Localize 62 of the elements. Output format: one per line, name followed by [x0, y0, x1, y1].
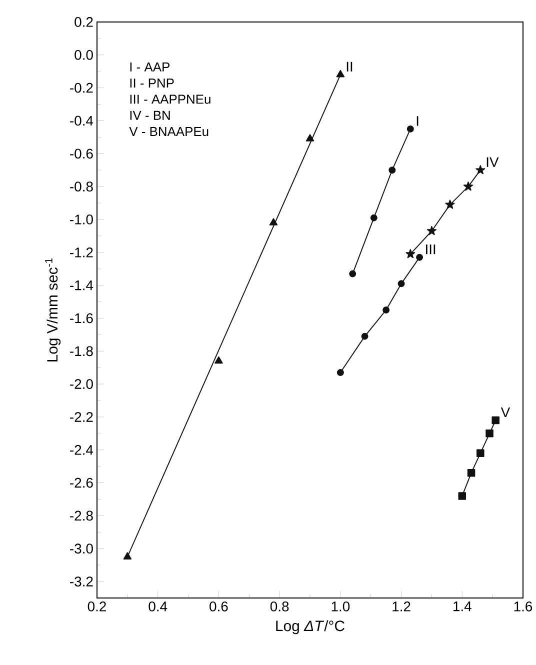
- x-tick-label: 0.6: [210, 602, 228, 612]
- y-tick-label: -2.6: [70, 478, 93, 488]
- point: [445, 200, 455, 209]
- y-tick-label: -1.6: [70, 313, 93, 324]
- y-tick-label: -0.4: [70, 116, 94, 126]
- annotation: III - AAPPNEu: [130, 94, 210, 104]
- series-label: I: [416, 116, 418, 126]
- y-tick-label: 0.2: [74, 17, 93, 27]
- point: [492, 416, 500, 424]
- y-tick-label: -2.2: [70, 412, 93, 422]
- point: [406, 125, 414, 132]
- annotation: V - BNAAPEu: [129, 127, 208, 136]
- point: [467, 469, 476, 477]
- series-label: IV: [486, 157, 499, 167]
- x-tick-label: 0.4: [148, 602, 168, 612]
- point: [463, 182, 473, 191]
- y-axis-title: Log V/mm sec$^{-1}$: [45, 258, 61, 362]
- point: [486, 430, 494, 438]
- y-tick-label: -3.2: [70, 576, 93, 586]
- point: [123, 552, 132, 560]
- point: [406, 249, 416, 258]
- y-tick-label: -0.6: [70, 148, 93, 159]
- point: [426, 226, 436, 236]
- point: [336, 70, 345, 78]
- y-tick-label: -2.8: [70, 510, 93, 521]
- point: [458, 492, 466, 500]
- point: [476, 165, 486, 174]
- point: [269, 218, 278, 226]
- y-tick-label: -1.2: [70, 248, 93, 258]
- series-label: V: [500, 407, 510, 418]
- y-tick-label: -0.8: [70, 182, 93, 192]
- y-tick-label: -1.4: [70, 280, 94, 290]
- x-tick-label: 1.4: [454, 602, 472, 612]
- y-tick-label: -2.0: [70, 379, 93, 389]
- point: [388, 166, 396, 174]
- point: [214, 356, 223, 364]
- y-tick-label: -1.8: [70, 346, 93, 356]
- point: [382, 306, 390, 314]
- point: [336, 369, 344, 376]
- annotation: IV - BN: [130, 110, 170, 120]
- y-tick-label: -1.0: [70, 214, 93, 224]
- x-tick-label: 0.8: [270, 602, 289, 612]
- point: [398, 280, 405, 288]
- x-tick-label: 1.6: [514, 602, 532, 612]
- x-tick-label: 1.2: [392, 602, 410, 612]
- point: [349, 270, 356, 278]
- point: [416, 254, 424, 261]
- y-tick-label: -0.2: [70, 82, 93, 93]
- point: [306, 134, 314, 142]
- y-tick-label: 0.0: [74, 50, 93, 60]
- annotation: II - PNP: [130, 78, 174, 88]
- x-tick-label: 0.2: [88, 602, 106, 612]
- point: [476, 449, 484, 458]
- point: [361, 332, 368, 340]
- x-axis-title: Log ΔT/°C: [276, 620, 344, 634]
- series-label: II: [346, 62, 352, 72]
- x-tick-label: 1.0: [332, 602, 350, 612]
- y-tick-label: -2.4: [70, 445, 94, 455]
- y-tick-label: -3.0: [70, 544, 93, 554]
- series-label: III: [426, 244, 436, 254]
- annotation: I - AAP: [130, 62, 170, 72]
- point: [370, 214, 378, 222]
